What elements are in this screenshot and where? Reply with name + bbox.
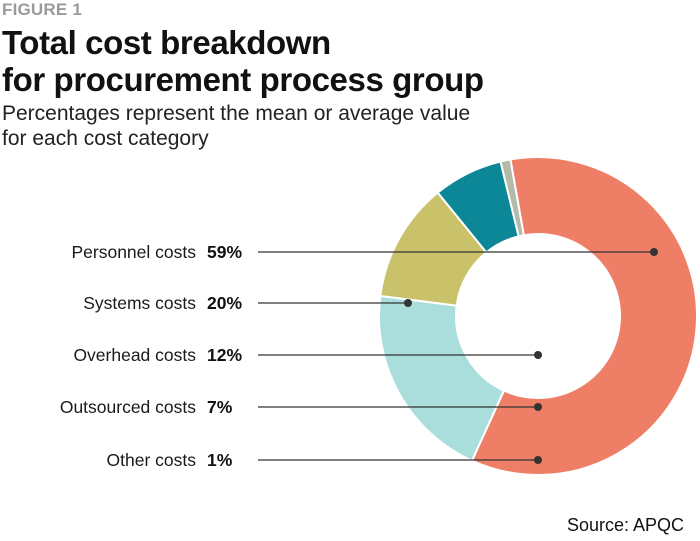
leader-dot-outsourced-costs (534, 403, 542, 411)
leader-dot-personnel-costs (650, 248, 658, 256)
slice-label-systems-costs: Systems costs (83, 293, 196, 313)
slice-value-systems-costs: 20% (207, 293, 242, 313)
donut-slices (378, 156, 698, 476)
slice-value-outsourced-costs: 7% (207, 397, 233, 417)
slice-personnel-costs (470, 156, 698, 476)
slice-systems-costs (378, 294, 506, 462)
leader-lines (258, 248, 658, 464)
leader-dot-systems-costs (404, 299, 412, 307)
source-note: Source: APQC (566, 515, 684, 535)
slice-other-costs (499, 158, 525, 238)
leader-dot-overhead-costs (534, 351, 542, 359)
chart-subtitle: Percentages represent the mean or averag… (2, 101, 602, 151)
slice-label-overhead-costs: Overhead costs (73, 345, 196, 365)
slice-label-outsourced-costs: Outsourced costs (60, 397, 196, 417)
chart-title-line-2: for procurement process group (2, 61, 484, 98)
figure-label: FIGURE 1 (2, 0, 83, 19)
slice-value-overhead-costs: 12% (207, 345, 242, 365)
slice-value-other-costs: 1% (207, 450, 233, 470)
chart-subtitle-line-2: for each cost category (2, 127, 209, 150)
chart-title-line-1: Total cost breakdown (2, 24, 331, 61)
slice-value-personnel-costs: 59% (207, 242, 242, 262)
slice-labels: Personnel costs 59% Systems costs 20% Overhe… (60, 242, 243, 470)
leader-dot-other-costs (534, 456, 542, 464)
chart-subtitle-line-1: Percentages represent the mean or averag… (2, 102, 471, 125)
slice-label-personnel-costs: Personnel costs (71, 242, 196, 262)
slice-label-other-costs: Other costs (107, 450, 197, 470)
chart-title: Total cost breakdown for procurement pro… (2, 24, 692, 98)
